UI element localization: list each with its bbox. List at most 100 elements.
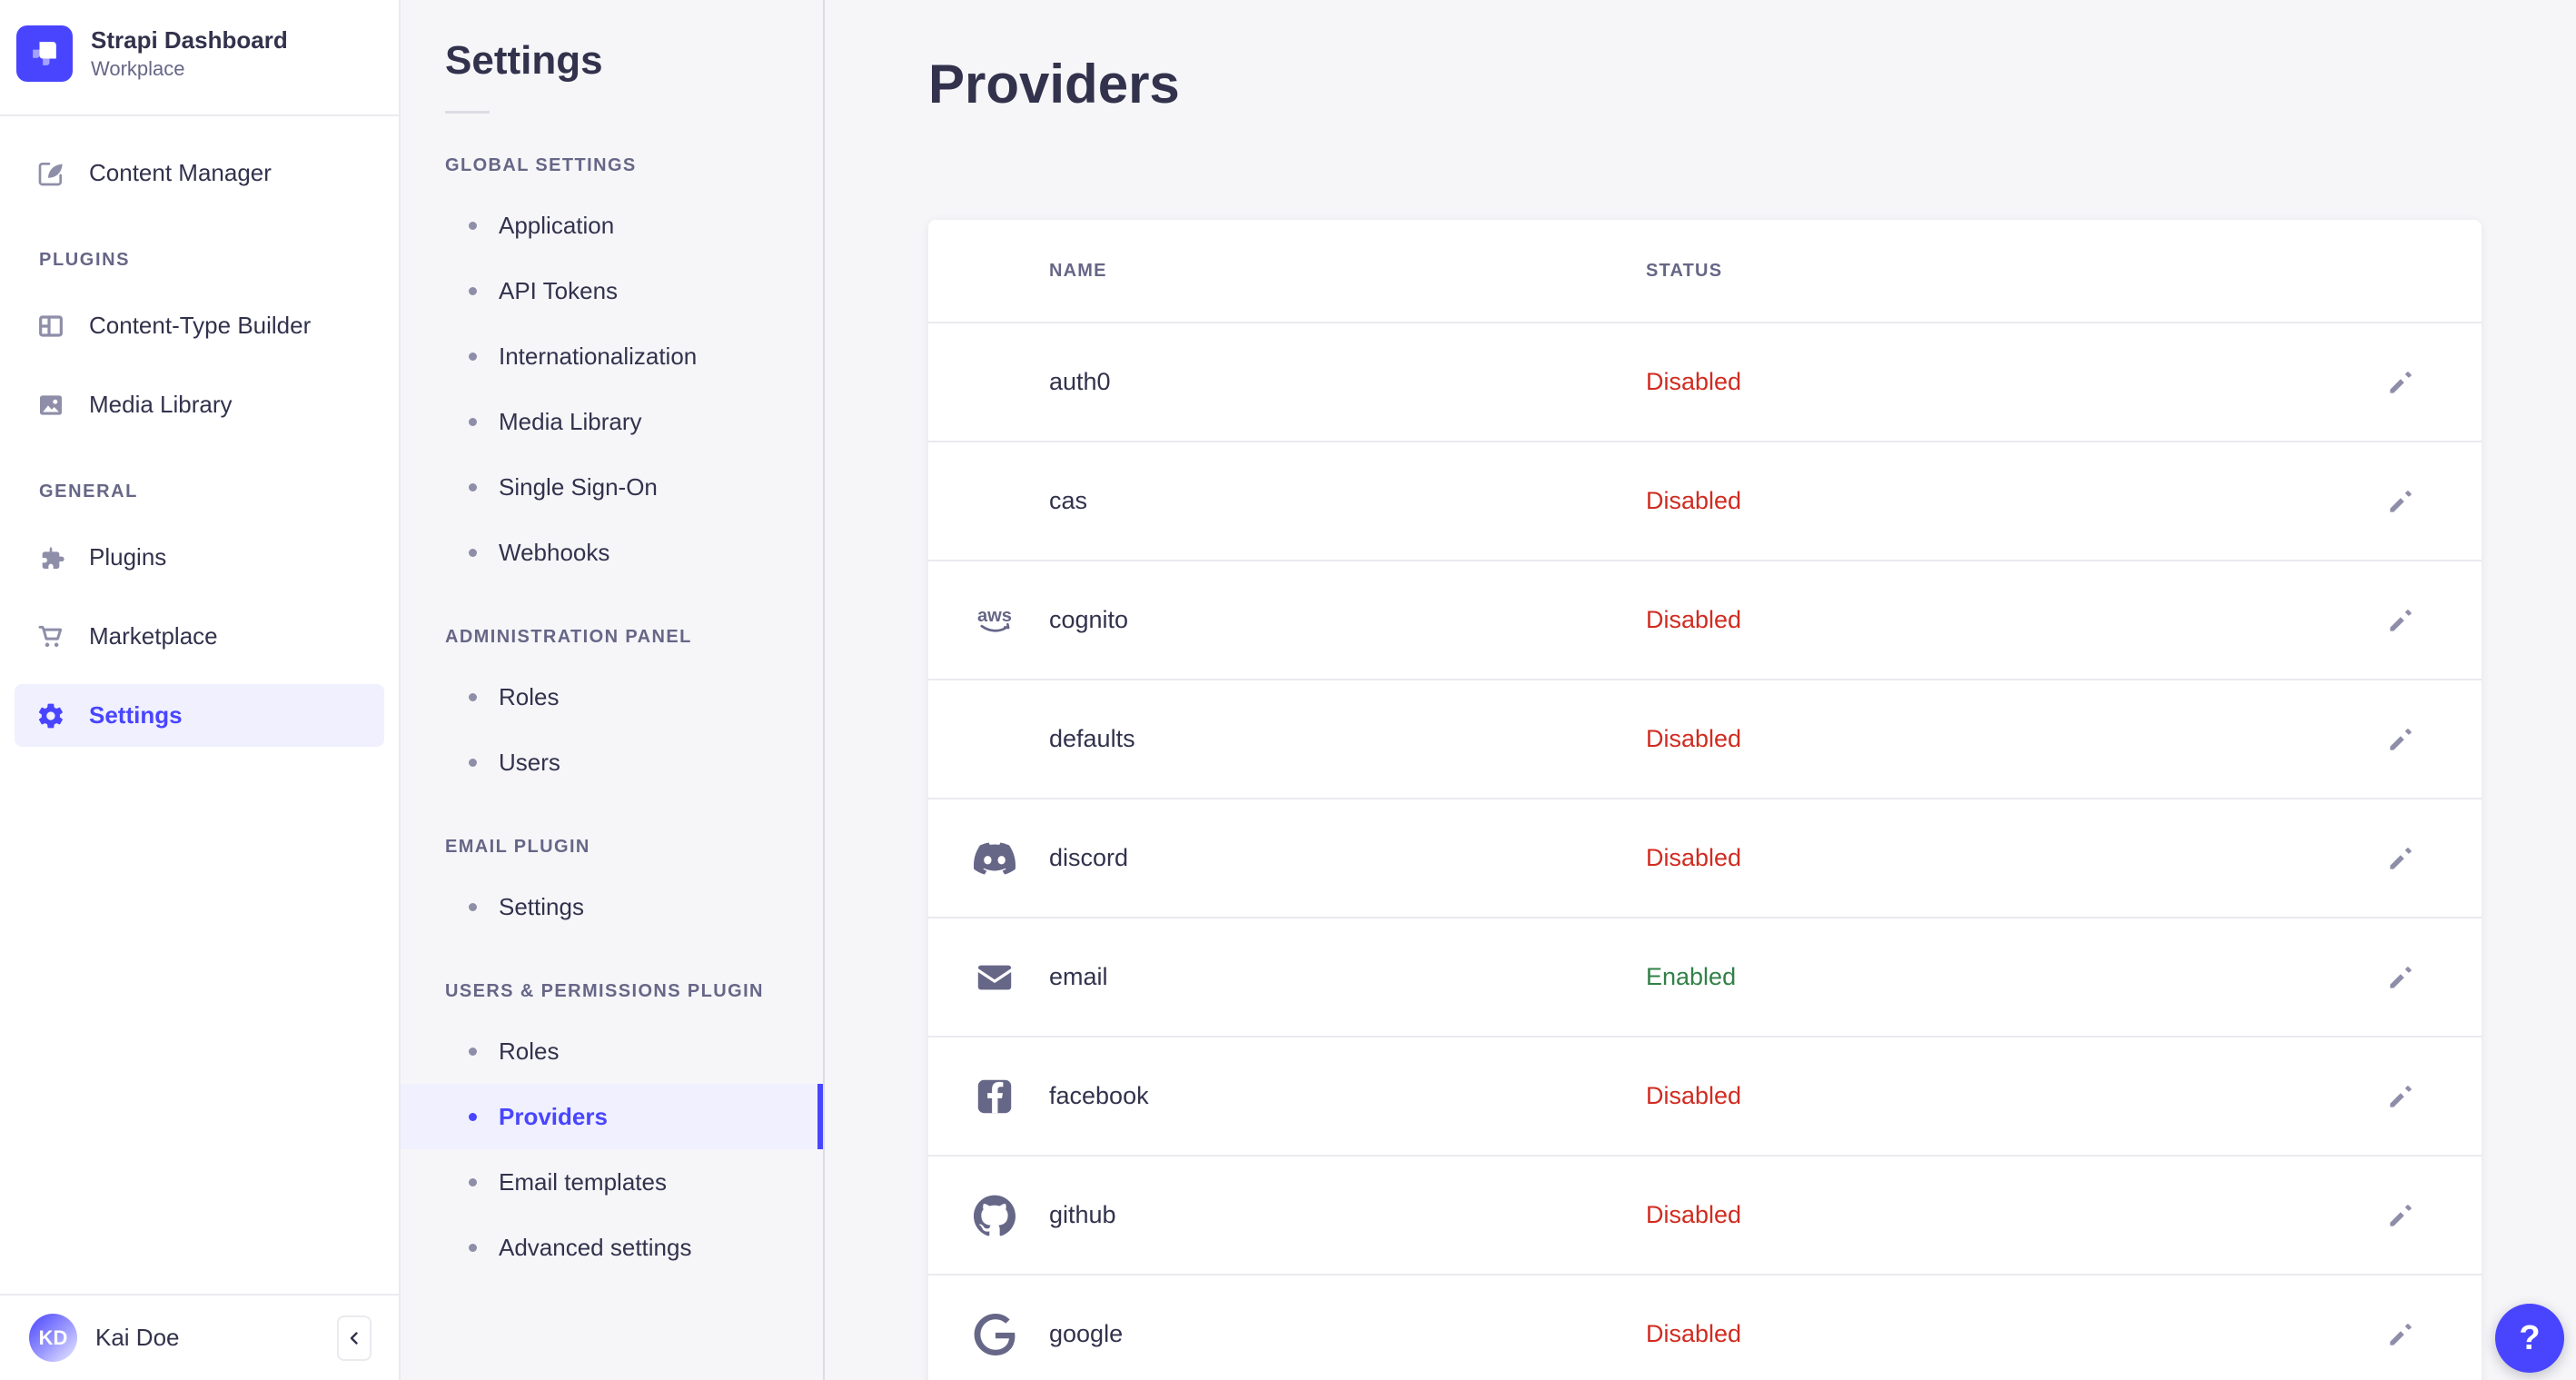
bullet-icon bbox=[469, 1112, 477, 1121]
edit-provider-button[interactable] bbox=[2380, 838, 2422, 879]
settings-nav-item-providers[interactable]: Providers bbox=[401, 1084, 823, 1149]
bullet-icon bbox=[469, 758, 477, 767]
provider-row-discord: discord Disabled bbox=[928, 798, 2482, 917]
settings-nav-item-label: Settings bbox=[499, 892, 584, 920]
provider-name: defaults bbox=[1049, 725, 1135, 752]
bullet-icon bbox=[469, 352, 477, 361]
bullet-icon bbox=[469, 1243, 477, 1252]
settings-nav-sections: GLOBAL SETTINGS Application API Tokens Inte… bbox=[401, 155, 823, 1280]
column-header-status: STATUS bbox=[1646, 260, 1723, 281]
provider-row-auth0: auth0 Disabled bbox=[928, 322, 2482, 441]
sidebar-item-settings[interactable]: Settings bbox=[15, 684, 384, 748]
provider-row-cas: cas Disabled bbox=[928, 441, 2482, 560]
settings-nav-item-roles[interactable]: Roles bbox=[401, 1018, 823, 1084]
bullet-icon bbox=[469, 482, 477, 491]
provider-row-defaults: defaults Disabled bbox=[928, 679, 2482, 798]
sidebar-item-content-type-builder[interactable]: Content-Type Builder bbox=[15, 294, 384, 357]
settings-nav-item-application[interactable]: Application bbox=[401, 193, 823, 258]
provider-icon-empty bbox=[974, 719, 1016, 760]
settings-nav-item-settings[interactable]: Settings bbox=[401, 874, 823, 939]
sidebar-item-label: Content Manager bbox=[89, 159, 272, 187]
column-header-name: NAME bbox=[1049, 260, 1107, 281]
providers-card: NAME STATUS auth0 Disabled cas Disabled aws co… bbox=[928, 220, 2482, 1380]
settings-nav-item-advanced-settings[interactable]: Advanced settings bbox=[401, 1215, 823, 1280]
settings-nav-item-label: Application bbox=[499, 211, 615, 239]
provider-status: Disabled bbox=[1646, 487, 1742, 514]
provider-status: Disabled bbox=[1646, 844, 1742, 871]
settings-nav-item-email-templates[interactable]: Email templates bbox=[401, 1149, 823, 1215]
sidebar-item-label: Plugins bbox=[89, 543, 167, 571]
provider-status: Disabled bbox=[1646, 725, 1742, 752]
settings-nav-item-webhooks[interactable]: Webhooks bbox=[401, 520, 823, 585]
provider-name: discord bbox=[1049, 844, 1129, 871]
edit-provider-button[interactable] bbox=[2380, 719, 2422, 760]
bullet-icon bbox=[469, 417, 477, 426]
marketplace-icon bbox=[36, 622, 65, 651]
settings-nav-item-media-library[interactable]: Media Library bbox=[401, 389, 823, 454]
chevron-left-icon bbox=[343, 1327, 365, 1349]
settings-nav-item-api-tokens[interactable]: API Tokens bbox=[401, 258, 823, 323]
page-title: Providers bbox=[928, 54, 1180, 114]
settings-nav-item-users[interactable]: Users bbox=[401, 730, 823, 795]
user-row: KD Kai Doe bbox=[0, 1294, 399, 1380]
collapse-sidebar-button[interactable] bbox=[337, 1315, 372, 1361]
provider-row-email: email Enabled bbox=[928, 917, 2482, 1036]
svg-text:aws: aws bbox=[977, 606, 1012, 626]
edit-provider-button[interactable] bbox=[2380, 1314, 2422, 1355]
bullet-icon bbox=[469, 548, 477, 557]
edit-provider-button[interactable] bbox=[2380, 1076, 2422, 1117]
sidebar-item-plugins[interactable]: Plugins bbox=[15, 526, 384, 589]
table-header: NAME STATUS bbox=[928, 220, 2482, 322]
provider-row-facebook: facebook Disabled bbox=[928, 1036, 2482, 1155]
email-icon bbox=[974, 957, 1016, 998]
strapi-logo-icon bbox=[16, 25, 73, 83]
settings-nav-item-single-sign-on[interactable]: Single Sign-On bbox=[401, 454, 823, 520]
provider-status: Disabled bbox=[1646, 1320, 1742, 1347]
aws-icon: aws bbox=[974, 600, 1016, 641]
settings-nav-item-label: Media Library bbox=[499, 407, 642, 435]
sidebar-section-label-general: GENERAL bbox=[39, 482, 138, 502]
sidebar-item-marketplace[interactable]: Marketplace bbox=[15, 605, 384, 668]
bullet-icon bbox=[469, 692, 477, 701]
provider-row-github: github Disabled bbox=[928, 1155, 2482, 1274]
settings-nav-item-label: Roles bbox=[499, 1037, 560, 1065]
bullet-icon bbox=[469, 286, 477, 295]
provider-name: email bbox=[1049, 963, 1108, 990]
settings-nav-item-label: Providers bbox=[499, 1102, 608, 1130]
bullet-icon bbox=[469, 1177, 477, 1186]
edit-provider-button[interactable] bbox=[2380, 957, 2422, 998]
provider-row-google: google Disabled bbox=[928, 1274, 2482, 1380]
sidebar-item-label: Content-Type Builder bbox=[89, 312, 312, 340]
content-manager-icon bbox=[36, 159, 65, 188]
avatar[interactable]: KD bbox=[29, 1314, 77, 1362]
workspace-brand[interactable]: Strapi Dashboard Workplace bbox=[0, 0, 399, 114]
settings-nav-item-label: Internationalization bbox=[499, 342, 698, 370]
google-icon bbox=[974, 1313, 1016, 1355]
provider-status: Disabled bbox=[1646, 368, 1742, 395]
provider-status: Disabled bbox=[1646, 1201, 1742, 1228]
settings-nav-item-label: Webhooks bbox=[499, 538, 610, 566]
help-button[interactable]: ? bbox=[2495, 1304, 2564, 1373]
edit-provider-button[interactable] bbox=[2380, 600, 2422, 641]
settings-nav-item-roles[interactable]: Roles bbox=[401, 664, 823, 730]
settings-nav-item-label: API Tokens bbox=[499, 276, 619, 304]
provider-row-cognito: aws cognito Disabled bbox=[928, 560, 2482, 679]
settings-nav-item-internationalization[interactable]: Internationalization bbox=[401, 323, 823, 389]
edit-provider-button[interactable] bbox=[2380, 1195, 2422, 1236]
settings-title-divider bbox=[445, 111, 490, 114]
bullet-icon bbox=[469, 1047, 477, 1056]
provider-status: Enabled bbox=[1646, 963, 1737, 990]
sidebar-item-media-library[interactable]: Media Library bbox=[15, 373, 384, 436]
edit-provider-button[interactable] bbox=[2380, 481, 2422, 522]
sidebar-item-content-manager[interactable]: Content Manager bbox=[15, 142, 384, 204]
github-icon bbox=[974, 1195, 1016, 1236]
settings-nav-item-label: Users bbox=[499, 748, 560, 776]
edit-provider-button[interactable] bbox=[2380, 362, 2422, 403]
sidebar-item-label: Marketplace bbox=[89, 622, 218, 650]
brand-text: Strapi Dashboard Workplace bbox=[91, 25, 288, 82]
provider-name: google bbox=[1049, 1320, 1124, 1347]
plugins-icon bbox=[36, 543, 65, 572]
discord-icon bbox=[974, 838, 1016, 879]
user-name: Kai Doe bbox=[95, 1324, 180, 1351]
facebook-icon bbox=[974, 1076, 1016, 1117]
